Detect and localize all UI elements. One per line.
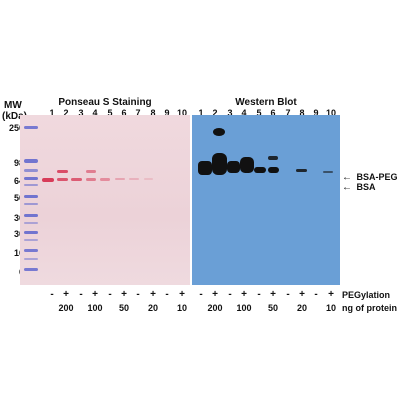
pegylation-sign: - [286, 289, 290, 300]
amount-value: 200 [207, 303, 223, 313]
pegylation-sign: - [314, 289, 318, 300]
pegylation-sign: + [270, 289, 276, 300]
mw-label-98: 98 [13, 158, 24, 168]
bsa-label: BSA [356, 182, 376, 192]
western-lane-number: 10 [325, 108, 336, 118]
pegylation-sign: - [108, 289, 112, 300]
western-lane-number: 7 [285, 108, 291, 118]
pegylation-sign: - [50, 289, 54, 300]
western-lane-number: 1 [198, 108, 204, 118]
ponceau-lane-number: 6 [121, 108, 127, 118]
ponceau-lane-number: 10 [176, 108, 187, 118]
ponceau-title: Ponseau S Staining [58, 97, 152, 108]
mw-title: MW [4, 100, 22, 111]
mw-label-16: 16 [13, 248, 24, 258]
mw-label-36: 36 [13, 213, 24, 223]
western-lane-number: 8 [299, 108, 305, 118]
western-lane-number: 2 [212, 108, 218, 118]
ponceau-lane-number: 9 [164, 108, 170, 118]
western-lane-number: 9 [313, 108, 319, 118]
bsa-peg-annotation: ← BSA-PEG [342, 167, 397, 185]
pegylation-sign: - [79, 289, 83, 300]
mw-label-64: 64 [13, 176, 24, 186]
sample-bands [42, 170, 153, 182]
pegylation-sign: - [228, 289, 232, 300]
ponceau-lane-number: 4 [92, 108, 98, 118]
mw-unit: (kDa) [2, 111, 28, 122]
ponceau-lane-number: 7 [135, 108, 141, 118]
pegylation-sign: + [299, 289, 305, 300]
amount-value: 10 [325, 303, 336, 313]
amount-value: 50 [118, 303, 129, 313]
mw-label-50: 50 [13, 193, 24, 203]
bsa-annotation: ← BSA [342, 177, 375, 195]
pegylation-sign: - [136, 289, 140, 300]
western-bands [198, 128, 333, 175]
pegylation-sign: + [150, 289, 156, 300]
arrow-left-icon: ← [342, 172, 352, 183]
amount-value: 50 [267, 303, 278, 313]
bsa-peg-label: BSA-PEG [356, 172, 398, 182]
amount-value: 20 [296, 303, 307, 313]
pegylation-sign: + [121, 289, 127, 300]
western-title: Western Blot [235, 97, 297, 108]
ladder-bands [24, 126, 38, 271]
ponceau-lane-number: 1 [49, 108, 55, 118]
amount-label: ng of protein [342, 303, 397, 313]
pegylation-sign: + [92, 289, 98, 300]
ponceau-lane-number: 3 [78, 108, 84, 118]
pegylation-sign: - [165, 289, 169, 300]
pegylation-sign: + [212, 289, 218, 300]
amount-value: 20 [147, 303, 158, 313]
western-band-group [198, 128, 333, 175]
amount-value: 200 [58, 303, 74, 313]
pegylation-sign: - [257, 289, 261, 300]
amount-value: 100 [236, 303, 252, 313]
pegylation-sign: + [328, 289, 334, 300]
arrow-left-icon: ← [342, 182, 352, 193]
pegylation-sign: - [199, 289, 203, 300]
ponceau-lane-number: 2 [63, 108, 69, 118]
ponceau-bands [24, 126, 153, 271]
amount-value: 10 [176, 303, 187, 313]
ponceau-membrane [20, 115, 190, 285]
mw-label-30: 30 [13, 229, 24, 239]
ponceau-lane-number: 8 [150, 108, 156, 118]
mw-label-250: 250 [8, 123, 24, 133]
western-lane-number: 4 [241, 108, 247, 118]
pegylation-sign: + [179, 289, 185, 300]
western-membrane [192, 115, 340, 285]
pegylation-sign: + [63, 289, 69, 300]
pegylation-sign: + [241, 289, 247, 300]
western-lane-number: 6 [270, 108, 276, 118]
pegylation-label: PEGylation [342, 290, 391, 300]
western-lane-number: 3 [227, 108, 233, 118]
western-lane-number: 5 [256, 108, 262, 118]
amount-value: 100 [87, 303, 103, 313]
ponceau-lane-number: 5 [107, 108, 113, 118]
